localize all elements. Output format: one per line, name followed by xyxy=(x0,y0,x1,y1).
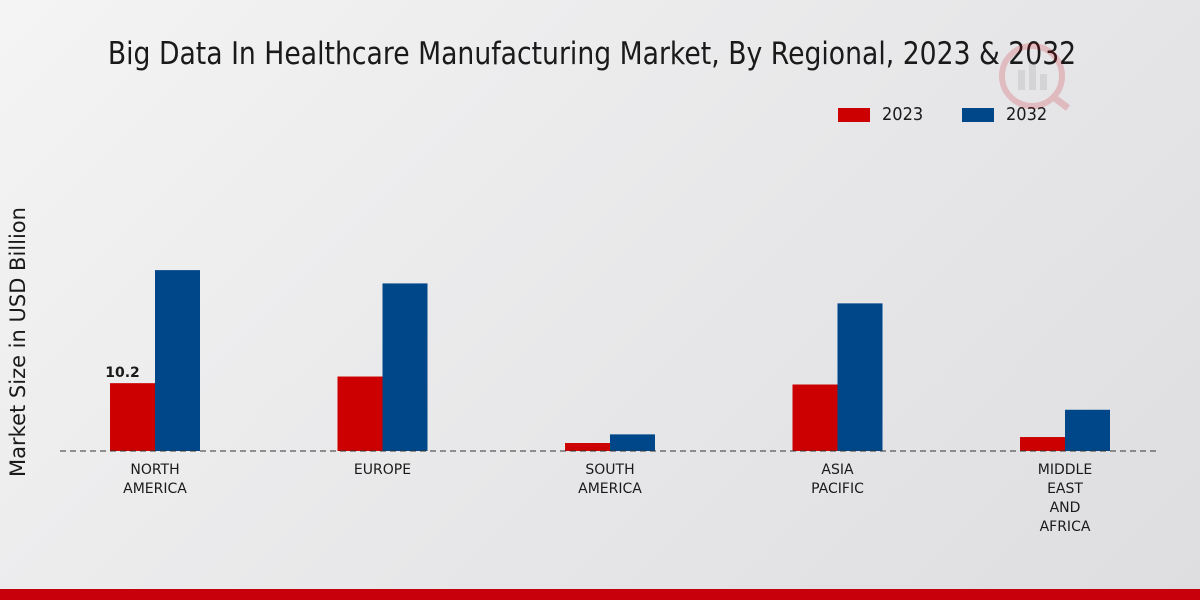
bar-2023-north-america xyxy=(110,383,155,451)
bar-2032-north-america xyxy=(155,270,200,451)
legend: 2023 2032 xyxy=(838,104,1086,125)
legend-label-2032: 2032 xyxy=(1005,104,1048,125)
x-tick-label-europe: EUROPE xyxy=(354,462,411,478)
bar-2023-south-america xyxy=(565,443,610,451)
legend-swatch-2023 xyxy=(838,107,870,122)
x-tick-label-line: ASIA xyxy=(821,462,854,478)
bar-2032-south-america xyxy=(610,434,655,451)
bottom-accent-bar xyxy=(0,589,1200,600)
data-label-2023-north-america: 10.2 xyxy=(105,365,140,381)
watermark-logo-icon xyxy=(999,43,1071,111)
x-tick-label-line: AMERICA xyxy=(123,481,187,497)
x-tick-label-north-america: NORTH AMERICA xyxy=(123,462,187,497)
bar-2023-asia-pacific xyxy=(792,384,838,451)
bar-2032-asia-pacific xyxy=(837,303,883,451)
x-tick-label-line: AND xyxy=(1050,500,1081,516)
chart-title: Big Data In Healthcare Manufacturing Mar… xyxy=(107,36,1077,72)
x-tick-label-line: EUROPE xyxy=(354,462,411,478)
legend-swatch-2032 xyxy=(961,107,994,122)
x-tick-label-line: EAST xyxy=(1047,481,1083,497)
legend-item-2023: 2023 xyxy=(838,104,928,125)
x-tick-label-line: PACIFIC xyxy=(811,481,864,497)
x-tick-label-line: SOUTH xyxy=(585,462,634,478)
bar-2023-europe xyxy=(337,376,383,451)
bar-2032-europe xyxy=(382,283,428,451)
x-tick-label-line: AFRICA xyxy=(1040,519,1091,535)
legend-item-2032: 2032 xyxy=(961,104,1052,125)
bar-2023-middle-east-and-africa xyxy=(1020,437,1065,451)
x-tick-label-line: NORTH xyxy=(130,462,179,478)
legend-label-2023: 2023 xyxy=(882,104,924,125)
x-tick-label-asia-pacific: ASIA PACIFIC xyxy=(811,462,864,497)
x-tick-label-south-america: SOUTH AMERICA xyxy=(578,462,642,497)
x-tick-label-line: MIDDLE xyxy=(1038,462,1092,478)
bar-2032-middle-east-and-africa xyxy=(1065,409,1110,451)
x-tick-label-line: AMERICA xyxy=(578,481,642,497)
x-tick-label-middle-east-and-africa: MIDDLE EAST AND AFRICA xyxy=(1038,462,1092,535)
